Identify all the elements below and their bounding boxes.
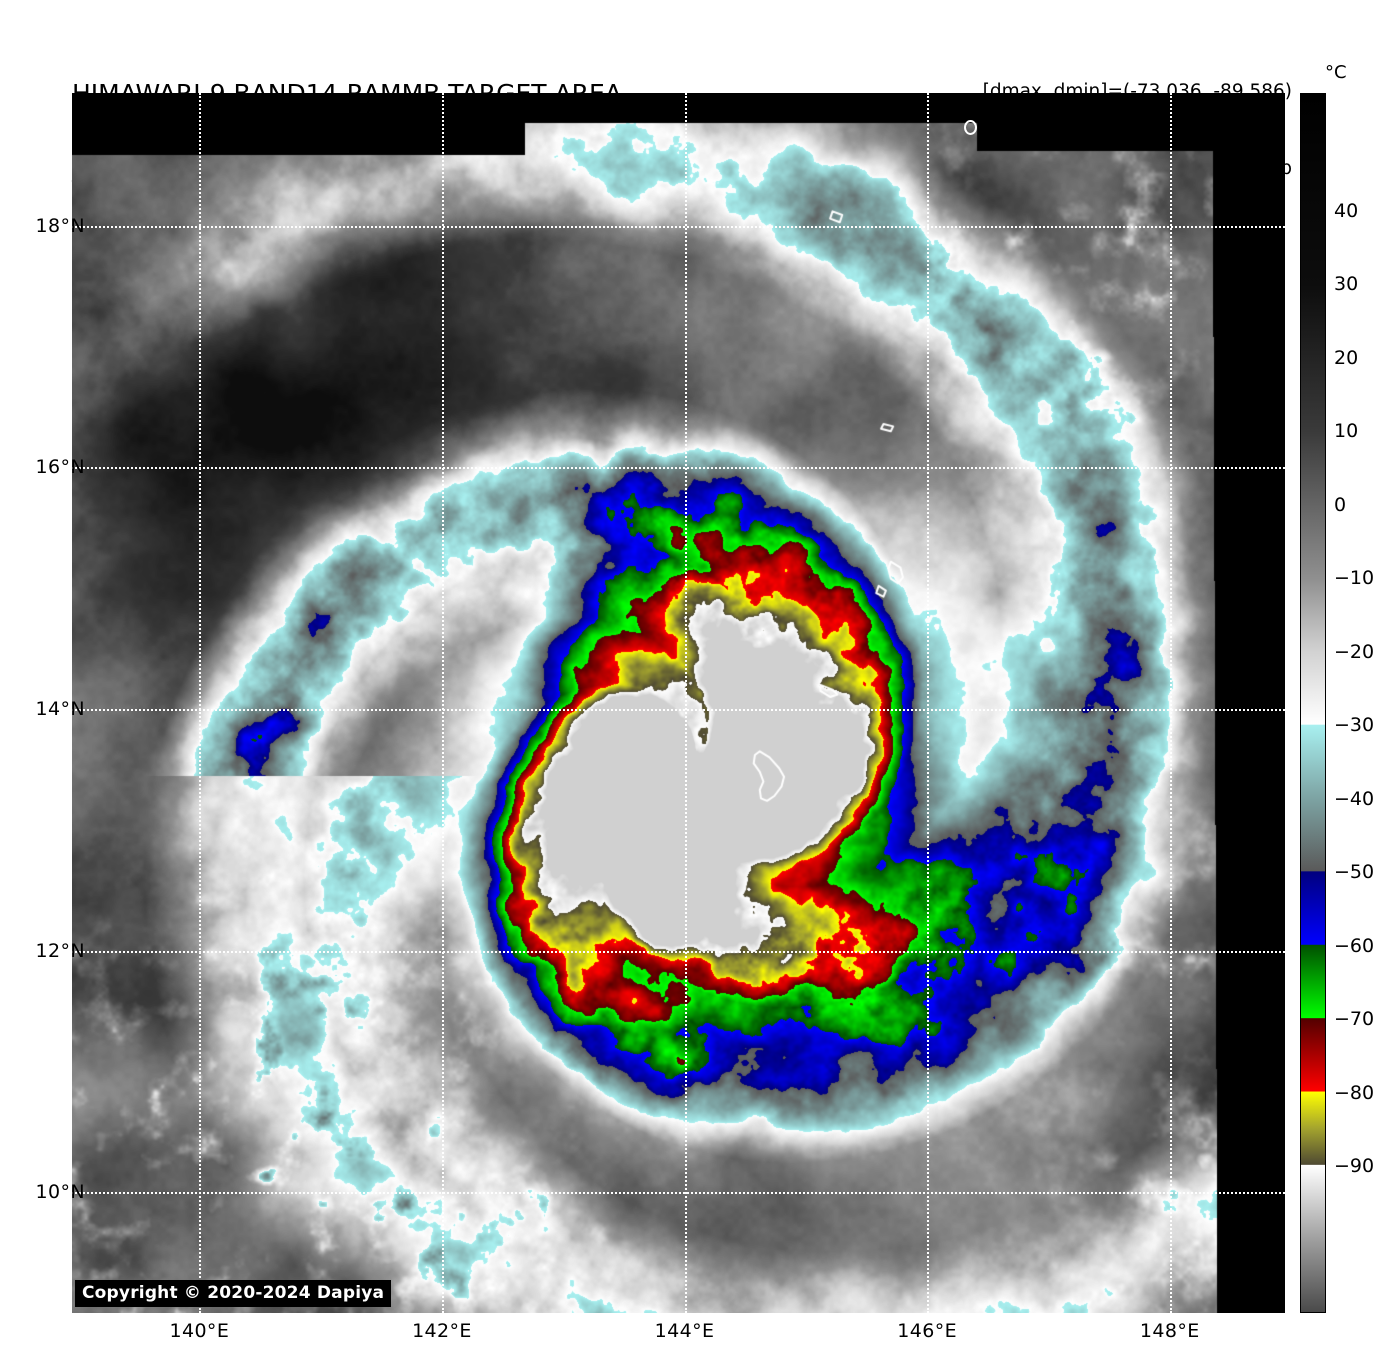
- copyright-label: Copyright © 2020-2024 Dapiya: [75, 1280, 392, 1307]
- colorbar-tick-label: 40: [1334, 199, 1359, 222]
- colorbar-tick-label: −60: [1334, 934, 1375, 957]
- lat-tick-label: 14°N: [35, 698, 85, 721]
- lon-tick-label: 146°E: [897, 1320, 958, 1342]
- colorbar-tick-label: −50: [1334, 861, 1375, 884]
- lat-tick-label: 10°N: [35, 1181, 85, 1204]
- colorbar-tick-label: −80: [1334, 1081, 1375, 1104]
- colorbar-tick-label: −70: [1334, 1008, 1375, 1031]
- temperature-colorbar[interactable]: [1300, 93, 1326, 1313]
- colorbar-unit-label: °C: [1325, 62, 1347, 83]
- colorbar-tick-label: −30: [1334, 714, 1375, 737]
- lat-tick-label: 16°N: [35, 456, 85, 479]
- colorbar-tick-label: 30: [1334, 273, 1359, 296]
- colorbar-gradient: [1301, 94, 1325, 1312]
- satellite-image-plot[interactable]: Copyright © 2020-2024 Dapiya: [72, 93, 1285, 1313]
- colorbar-tick-label: −90: [1334, 1155, 1375, 1177]
- island-outline-marker: [963, 119, 977, 135]
- colorbar-tick-label: −10: [1334, 567, 1375, 590]
- satellite-imagery-canvas: [72, 93, 1285, 1313]
- colorbar-tick-label: 0: [1334, 493, 1347, 516]
- lat-tick-label: 12°N: [35, 939, 85, 962]
- lon-tick-label: 148°E: [1139, 1320, 1200, 1342]
- colorbar-tick-label: −40: [1334, 787, 1375, 810]
- colorbar-tick-label: −20: [1334, 640, 1375, 663]
- lon-tick-label: 144°E: [654, 1320, 715, 1342]
- lon-tick-label: 142°E: [412, 1320, 472, 1342]
- colorbar-tick-label: 10: [1334, 420, 1359, 443]
- lat-tick-label: 18°N: [35, 214, 85, 237]
- colorbar-tick-label: 20: [1334, 346, 1359, 369]
- lon-tick-label: 140°E: [169, 1320, 230, 1342]
